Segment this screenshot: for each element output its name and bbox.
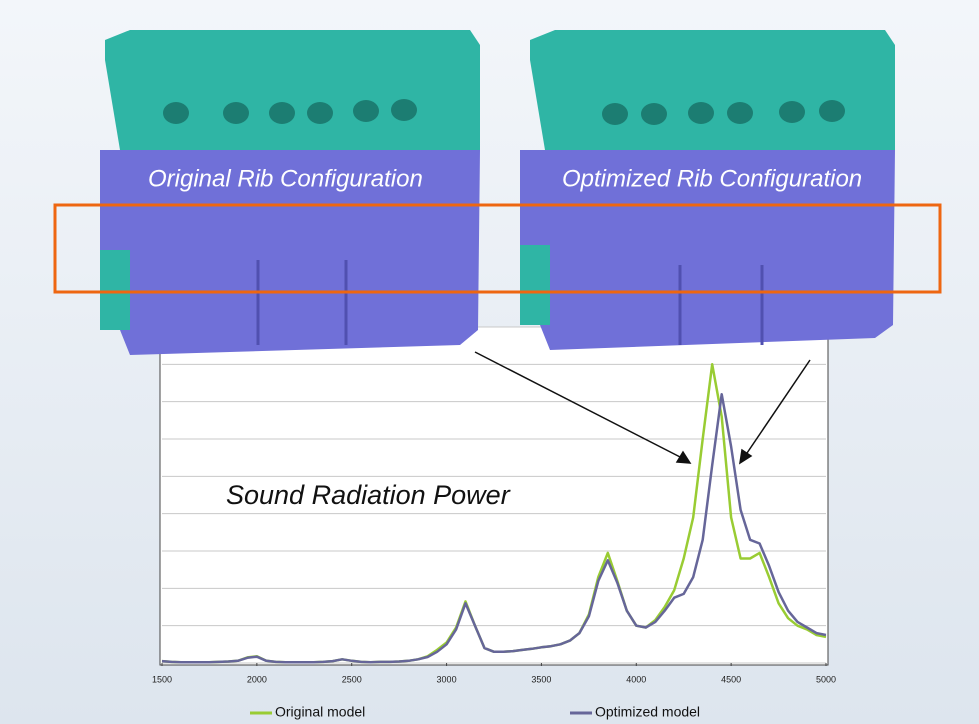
annotation: Optimized Rib Configuration [562, 165, 862, 192]
x-tick-label: 5000 [816, 674, 836, 684]
annotation: Original Rib Configuration [148, 165, 423, 192]
legend-label: Original model [275, 704, 365, 720]
engine-original [100, 30, 480, 355]
annotation: Sound Radiation Power [226, 480, 511, 510]
legend-label: Optimized model [595, 704, 700, 720]
x-tick-label: 4500 [721, 674, 741, 684]
x-tick-label: 4000 [626, 674, 646, 684]
x-tick-label: 1500 [152, 674, 172, 684]
x-tick-label: 2000 [247, 674, 267, 684]
x-tick-label: 2500 [342, 674, 362, 684]
slide: 1500 2000 2500 3000 3500 4000 4500 5000 Origina… [0, 0, 979, 724]
x-tick-label: 3000 [437, 674, 457, 684]
x-tick-label: 3500 [531, 674, 551, 684]
